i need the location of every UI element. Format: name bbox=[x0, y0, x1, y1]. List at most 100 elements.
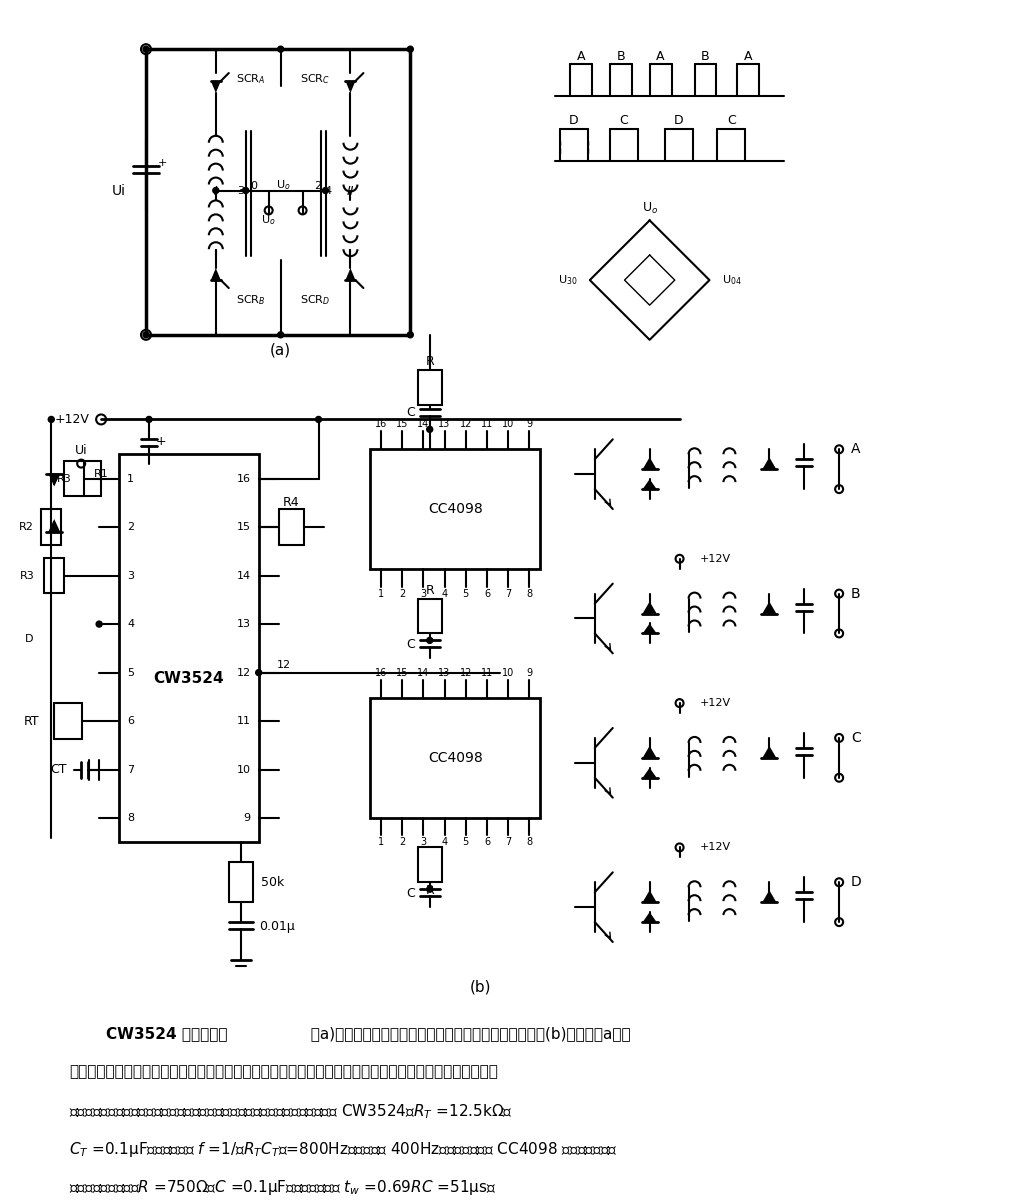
Circle shape bbox=[427, 638, 433, 644]
Text: SCR$_D$: SCR$_D$ bbox=[300, 294, 330, 307]
Circle shape bbox=[427, 887, 433, 893]
Text: R3: R3 bbox=[20, 570, 34, 581]
Text: B: B bbox=[616, 49, 625, 63]
Bar bbox=[81, 461, 102, 497]
Text: Ui: Ui bbox=[75, 444, 87, 457]
Text: （a)电路为移相调压、谐振电容分压输出式逆变器电路，(b)电路为（a）电: （a)电路为移相调压、谐振电容分压输出式逆变器电路，(b)电路为（a）电 bbox=[300, 1026, 630, 1042]
Bar bbox=[279, 509, 304, 545]
Text: R: R bbox=[426, 585, 434, 597]
Text: 3: 3 bbox=[237, 185, 244, 196]
Text: (b): (b) bbox=[469, 979, 491, 994]
Text: D: D bbox=[852, 876, 862, 889]
Circle shape bbox=[407, 332, 413, 338]
Text: C: C bbox=[406, 405, 414, 419]
Circle shape bbox=[212, 188, 219, 194]
Circle shape bbox=[407, 46, 413, 52]
Bar bbox=[119, 455, 259, 842]
Text: A: A bbox=[657, 49, 665, 63]
Text: C: C bbox=[620, 114, 628, 128]
Text: 4: 4 bbox=[324, 185, 332, 196]
Bar bbox=[371, 449, 540, 569]
Text: 4: 4 bbox=[441, 588, 448, 599]
Text: C: C bbox=[406, 638, 414, 651]
Text: 9: 9 bbox=[243, 813, 251, 823]
Polygon shape bbox=[762, 746, 776, 758]
Polygon shape bbox=[762, 890, 776, 902]
Text: +: + bbox=[155, 434, 166, 448]
Polygon shape bbox=[762, 602, 776, 614]
Text: 6: 6 bbox=[127, 716, 134, 727]
Circle shape bbox=[146, 416, 152, 422]
Text: 13: 13 bbox=[438, 420, 451, 429]
Bar bbox=[418, 369, 441, 404]
Text: C: C bbox=[852, 731, 861, 745]
Text: 6: 6 bbox=[484, 588, 490, 599]
Text: C: C bbox=[406, 887, 414, 900]
Polygon shape bbox=[642, 768, 657, 778]
Text: 3: 3 bbox=[421, 837, 427, 847]
Circle shape bbox=[256, 670, 262, 676]
Circle shape bbox=[143, 332, 149, 338]
Bar bbox=[418, 847, 441, 882]
Text: A: A bbox=[744, 49, 752, 63]
Text: 1: 1 bbox=[378, 837, 384, 847]
Text: 1: 1 bbox=[127, 474, 134, 484]
Text: 12: 12 bbox=[236, 668, 251, 677]
Text: U$_{30}$: U$_{30}$ bbox=[558, 273, 578, 288]
Text: 7: 7 bbox=[127, 765, 135, 775]
Bar bbox=[229, 863, 253, 902]
Polygon shape bbox=[345, 81, 355, 93]
Text: +12V: +12V bbox=[54, 413, 89, 426]
Polygon shape bbox=[642, 912, 657, 921]
Text: B: B bbox=[852, 587, 861, 600]
Text: CW3524 逆变器电路: CW3524 逆变器电路 bbox=[106, 1026, 228, 1042]
Text: +12V: +12V bbox=[699, 698, 730, 709]
Text: 11: 11 bbox=[481, 668, 493, 678]
Text: 9: 9 bbox=[526, 668, 533, 678]
Text: 3: 3 bbox=[127, 570, 134, 581]
Text: U$_o$: U$_o$ bbox=[261, 213, 276, 227]
Text: 5: 5 bbox=[127, 668, 134, 677]
Text: +12V: +12V bbox=[699, 553, 730, 564]
Polygon shape bbox=[210, 81, 221, 93]
Text: 8: 8 bbox=[526, 837, 533, 847]
Polygon shape bbox=[762, 457, 776, 469]
Text: U$_o$: U$_o$ bbox=[277, 178, 291, 192]
Circle shape bbox=[242, 188, 249, 194]
Polygon shape bbox=[642, 890, 657, 902]
Text: SCR$_C$: SCR$_C$ bbox=[300, 72, 330, 85]
Text: 5: 5 bbox=[463, 588, 469, 599]
Text: U$_o$: U$_o$ bbox=[641, 201, 658, 217]
Polygon shape bbox=[642, 457, 657, 469]
Text: 11: 11 bbox=[236, 716, 251, 727]
Text: 7: 7 bbox=[505, 588, 512, 599]
Circle shape bbox=[322, 188, 328, 194]
Text: C: C bbox=[727, 114, 736, 128]
Text: 15: 15 bbox=[236, 522, 251, 532]
Text: 11: 11 bbox=[481, 420, 493, 429]
Text: R3: R3 bbox=[56, 474, 71, 484]
Text: 0.01μ: 0.01μ bbox=[259, 919, 294, 932]
Text: 2: 2 bbox=[399, 837, 405, 847]
Text: CW3524: CW3524 bbox=[153, 671, 224, 686]
Circle shape bbox=[278, 46, 284, 52]
Polygon shape bbox=[49, 518, 60, 532]
Text: 4: 4 bbox=[127, 620, 135, 629]
Text: R: R bbox=[426, 355, 434, 368]
Text: U$_{04}$: U$_{04}$ bbox=[721, 273, 742, 288]
Text: 12: 12 bbox=[460, 420, 472, 429]
Text: 16: 16 bbox=[236, 474, 251, 484]
Text: 10: 10 bbox=[236, 765, 251, 775]
Text: 0: 0 bbox=[251, 180, 257, 190]
Circle shape bbox=[49, 416, 54, 422]
Text: II: II bbox=[347, 185, 354, 198]
Text: 16: 16 bbox=[375, 668, 387, 678]
Text: 16: 16 bbox=[375, 420, 387, 429]
Text: 14: 14 bbox=[236, 570, 251, 581]
Text: R: R bbox=[426, 884, 434, 896]
Polygon shape bbox=[210, 268, 221, 280]
Text: CC4098: CC4098 bbox=[428, 502, 483, 516]
Text: D: D bbox=[673, 114, 684, 128]
Text: 9: 9 bbox=[526, 420, 533, 429]
Text: 1: 1 bbox=[378, 588, 384, 599]
